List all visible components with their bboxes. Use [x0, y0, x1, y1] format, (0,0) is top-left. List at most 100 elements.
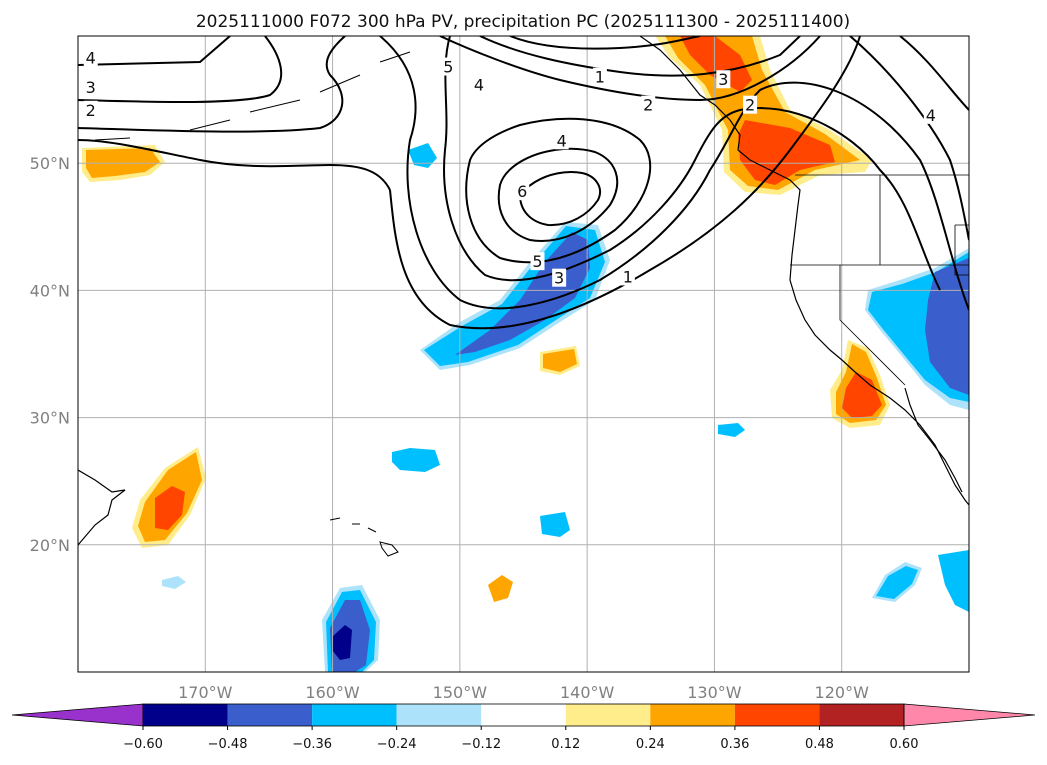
- contour-label-bg: [552, 268, 567, 287]
- contour-label-bg: [641, 95, 656, 114]
- longitude-labels: 170°W 160°W 150°W 140°W 130°W 120°W: [178, 683, 869, 702]
- colorbar-tick-label: −0.12: [461, 737, 501, 752]
- lon-label: 170°W: [178, 683, 233, 702]
- contour-label: 6: [517, 182, 527, 201]
- coast-state-borders: [790, 174, 969, 386]
- precip-blob-ca-coast-3: [842, 372, 882, 418]
- coast-hawaii: [329, 517, 399, 557]
- contour-label-bg: [83, 48, 98, 67]
- precip-blob-small-neg-west: [162, 576, 186, 589]
- colorbar-extend-high: [903, 703, 1036, 727]
- lon-label: 160°W: [305, 683, 360, 702]
- precip-blob-interior-west-3: [925, 258, 969, 395]
- colorbar-segment: [143, 704, 228, 726]
- colorbar-tick-label: −0.60: [123, 737, 163, 752]
- colorbar-segment: [481, 704, 566, 726]
- colorbar-tick-label: 0.36: [720, 737, 749, 752]
- coast-aleutians: [94, 51, 411, 141]
- lon-label: 130°W: [687, 683, 742, 702]
- lat-label: 20°N: [30, 536, 70, 555]
- contour-label: 3: [718, 70, 728, 89]
- contour-label: 4: [557, 131, 567, 150]
- contour-label-bg: [620, 267, 635, 286]
- pv-contour-1: [78, 36, 861, 330]
- pv-contour-9: [518, 171, 601, 227]
- contour-label: 2: [643, 96, 653, 115]
- precip-blob-hawaii-2: [540, 512, 570, 537]
- colorbar-segment: [565, 704, 651, 726]
- contour-label-bg: [554, 131, 569, 150]
- contour-label: 3: [86, 78, 96, 97]
- lon-label: 150°W: [433, 683, 488, 702]
- contour-label: 1: [595, 68, 605, 87]
- pv-contour-8: [497, 147, 619, 242]
- coast-baja: [904, 387, 963, 493]
- precip-blob-se-1b: [876, 566, 918, 599]
- pv-contour-4: [78, 36, 701, 66]
- precip-blob-neg-band-3: [455, 232, 590, 355]
- contour-label-bg: [515, 182, 530, 201]
- contour-label-bg: [716, 70, 731, 89]
- lat-label: 50°N: [30, 154, 70, 173]
- lon-label: 120°W: [815, 683, 870, 702]
- precip-blob-neg-small-1: [408, 143, 437, 168]
- contour-label-bg: [471, 75, 486, 94]
- contour-label-bg: [743, 95, 758, 114]
- chart-title: 2025111000 F072 300 hPa PV, precipitatio…: [196, 12, 850, 32]
- colorbar-tick-label: 0.48: [805, 737, 834, 752]
- precip-blob-bc-coast-4: [738, 120, 835, 185]
- contour-label: 2: [86, 101, 96, 120]
- contour-label-bg: [530, 252, 545, 271]
- pv-contour-2: [78, 36, 821, 133]
- pv-contour-11: [899, 36, 969, 111]
- precip-blob-small-positive-sw: [488, 575, 513, 602]
- precip-blob-hawaii-1: [392, 448, 440, 472]
- precip-shading: [82, 36, 969, 672]
- contour-label: 5: [532, 252, 542, 271]
- contour-label-bg: [441, 57, 456, 76]
- pv-contour-10: [849, 36, 969, 241]
- precip-blob-bc-coast-3: [680, 36, 752, 92]
- pv-contour-3: [78, 36, 801, 104]
- colorbar-tick-label: −0.24: [377, 737, 417, 752]
- colorbar-tick-label: 0.24: [636, 737, 665, 752]
- colorbar-segment: [734, 704, 820, 726]
- contour-label-bg: [83, 100, 98, 119]
- latitude-labels: 20°N 30°N 40°N 50°N: [30, 154, 70, 555]
- lon-label: 140°W: [560, 683, 615, 702]
- contour-label: 2: [745, 96, 755, 115]
- contour-label: 4: [926, 106, 936, 125]
- coast-north-america: [639, 36, 969, 506]
- precip-blob-wpac-3: [155, 486, 185, 530]
- contour-label-bg: [592, 67, 607, 86]
- colorbar-tick-label: 0.60: [890, 737, 919, 752]
- colorbar-segment: [227, 704, 313, 726]
- contour-label: 1: [623, 267, 633, 286]
- colorbar-tick-label: 0.12: [551, 737, 580, 752]
- contour-label-bg: [923, 105, 938, 124]
- contour-label: 4: [86, 49, 96, 68]
- precip-blob-se-2: [938, 550, 969, 612]
- precip-blob-deep-neg-4: [332, 625, 352, 660]
- contour-label-bg: [83, 77, 98, 96]
- colorbar-segment: [396, 704, 482, 726]
- contour-label: 5: [443, 58, 453, 77]
- lat-label: 30°N: [30, 409, 70, 428]
- colorbar-frame: [142, 703, 905, 727]
- contour-label: 3: [554, 269, 564, 288]
- map-frame: [77, 35, 970, 673]
- coast-asia-west: [78, 469, 126, 546]
- pv-contour-5: [379, 36, 969, 311]
- colorbar: −0.60 −0.48 −0.36 −0.24 −0.12 0.12 0.24 0.36 0.4…: [11, 703, 1036, 752]
- lat-label: 40°N: [30, 281, 70, 300]
- contour-label: 4: [474, 75, 484, 94]
- colorbar-extend-low: [11, 703, 144, 727]
- colorbar-tick-label: −0.36: [292, 737, 332, 752]
- coastlines: [78, 36, 969, 557]
- pv-contour-7: [465, 117, 652, 264]
- colorbar-segment: [819, 704, 904, 726]
- pv-contours: [78, 36, 969, 330]
